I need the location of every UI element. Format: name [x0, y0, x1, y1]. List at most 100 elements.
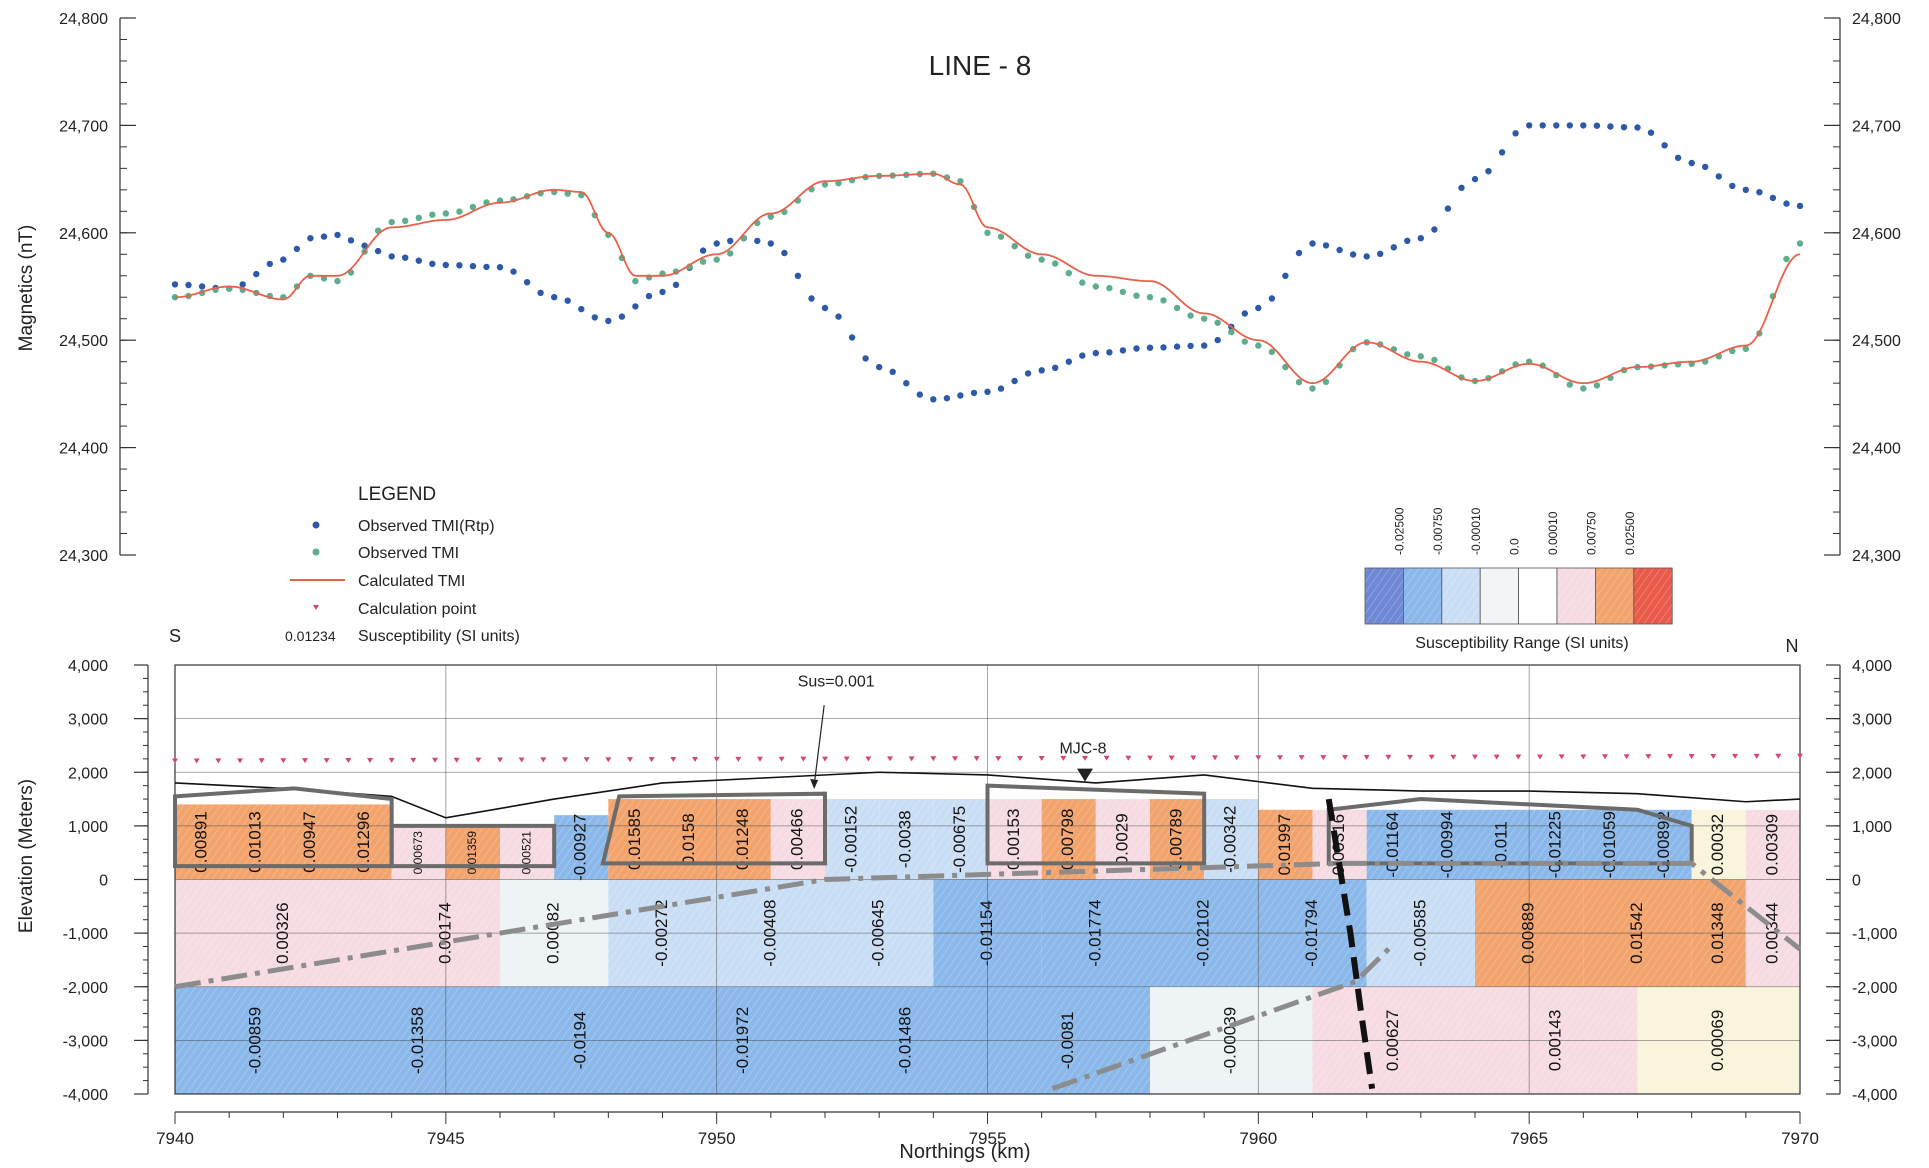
susceptibility-block	[1583, 809, 1638, 880]
calculation-point	[1212, 755, 1218, 761]
point-observed-tmi	[1160, 297, 1167, 304]
y-tick-label-left: 24,600	[59, 226, 108, 243]
susceptibility-label: -0.01225	[1546, 811, 1565, 878]
point-observed-tmi	[821, 181, 829, 188]
susceptibility-block	[770, 799, 825, 880]
point-observed-tmi	[984, 229, 991, 236]
point-observed-tmi-rtp	[1756, 189, 1763, 196]
calculation-point	[1298, 755, 1305, 761]
point-observed-tmi-rtp	[1539, 122, 1546, 129]
calculation-point	[1385, 754, 1392, 760]
point-observed-tmi-rtp	[1119, 347, 1127, 354]
point-observed-tmi-rtp	[1201, 342, 1208, 349]
well-marker-icon	[1077, 768, 1093, 782]
x-tick-label: 7940	[156, 1129, 194, 1148]
model-body-outline	[389, 823, 557, 869]
point-observed-tmi-rtp	[1092, 349, 1100, 357]
point-observed-tmi-rtp	[1553, 122, 1560, 129]
color-range-swatch	[1633, 567, 1673, 625]
direction-label-north: N	[1786, 636, 1799, 656]
y-tick-label-right: 2,000	[1852, 765, 1892, 782]
y-axis-label-elevation: Elevation (Meters)	[16, 779, 37, 933]
calculation-point	[1645, 754, 1652, 760]
y-tick-label-right: 0	[1852, 873, 1861, 890]
susceptibility-block	[1475, 809, 1530, 880]
susceptibility-label: 0.00789	[1167, 809, 1186, 870]
point-observed-tmi-rtp	[564, 297, 571, 304]
calculation-point	[800, 756, 807, 762]
point-observed-tmi	[997, 233, 1005, 240]
calculation-point	[497, 757, 503, 763]
point-observed-tmi-rtp	[198, 283, 206, 290]
legend-label-susceptibility: Susceptibility (SI units)	[358, 628, 520, 645]
calculation-point	[1797, 753, 1803, 759]
calculation-point	[1190, 755, 1197, 761]
point-observed-tmi-rtp	[876, 363, 883, 371]
susceptibility-label: 0.01359	[465, 831, 479, 875]
y-tick-label-left: 1,000	[68, 819, 108, 836]
point-observed-tmi	[578, 192, 585, 199]
calculation-point	[237, 758, 243, 764]
y-tick-label-left: -4,000	[63, 1087, 108, 1104]
point-observed-tmi	[1796, 240, 1804, 247]
y-tick-label-right: 24,700	[1852, 118, 1901, 135]
calculation-point	[1623, 754, 1630, 760]
point-observed-tmi	[1106, 284, 1113, 292]
point-observed-tmi-rtp	[347, 237, 355, 244]
y-tick-label-left: -3,000	[63, 1033, 108, 1050]
point-observed-tmi	[632, 277, 639, 285]
point-observed-tmi-rtp	[171, 281, 179, 288]
point-observed-tmi-rtp	[1566, 122, 1574, 129]
calculation-point	[1602, 754, 1608, 760]
y-tick-label-left: 24,400	[59, 441, 108, 458]
point-observed-tmi-rtp	[1431, 226, 1438, 233]
point-observed-tmi	[1593, 382, 1601, 389]
calculation-point	[1667, 754, 1673, 760]
fault-line	[1325, 798, 1376, 1090]
y-tick-label-right: 24,300	[1852, 548, 1901, 565]
point-observed-tmi-rtp	[1485, 168, 1492, 175]
susceptibility-label: -0.00152	[842, 806, 861, 873]
point-observed-tmi-rtp	[320, 233, 328, 240]
y-tick-label-right: -1,000	[1852, 926, 1897, 943]
point-observed-tmi	[1011, 243, 1018, 250]
point-observed-tmi-rtp	[1390, 244, 1398, 251]
point-observed-tmi-rtp	[984, 388, 991, 395]
susceptibility-label: 0.00947	[300, 811, 319, 872]
point-observed-tmi-rtp	[185, 281, 192, 289]
susceptibility-label: -0.01164	[1383, 812, 1402, 878]
susceptibility-block	[879, 799, 934, 880]
point-observed-tmi-rtp	[1052, 364, 1059, 371]
calculation-point	[973, 756, 980, 762]
point-observed-tmi	[1255, 342, 1262, 349]
point-observed-tmi	[1133, 292, 1140, 299]
y-tick-label-left: 2,000	[68, 765, 108, 782]
point-observed-tmi-rtp	[1661, 142, 1668, 149]
calculation-point	[258, 758, 265, 764]
point-observed-tmi-rtp	[402, 254, 409, 261]
point-observed-tmi-rtp	[1363, 253, 1370, 260]
susceptibility-label: 0.01585	[625, 809, 644, 870]
point-observed-tmi-rtp	[591, 314, 598, 321]
color-range-swatch	[1556, 567, 1596, 625]
calculation-point	[1493, 754, 1500, 760]
point-observed-tmi-rtp	[1769, 194, 1777, 202]
y-tick-label-right: 3,000	[1852, 712, 1892, 729]
point-observed-tmi-rtp	[1079, 352, 1086, 359]
topography-line	[174, 771, 1801, 819]
y-tick-label-left: 24,500	[59, 333, 108, 350]
point-observed-tmi-rtp	[1647, 129, 1655, 136]
point-observed-tmi	[1241, 338, 1249, 345]
point-observed-tmi-rtp	[1024, 370, 1032, 377]
x-tick-label: 7955	[969, 1129, 1007, 1148]
calculation-point	[345, 758, 352, 764]
color-range-swatch	[1518, 567, 1558, 625]
point-observed-tmi	[388, 218, 395, 226]
point-observed-tmi-rtp	[239, 281, 246, 288]
calculation-point	[432, 757, 438, 763]
point-observed-tmi-rtp	[1309, 240, 1316, 247]
calculation-point	[1168, 755, 1175, 761]
point-observed-tmi-rtp	[1255, 304, 1262, 312]
magnetics-panel: LINE - 8 Magnetics (nT) 24,300 24,300 24,4…	[16, 11, 1901, 565]
point-observed-tmi-rtp	[1620, 124, 1628, 131]
